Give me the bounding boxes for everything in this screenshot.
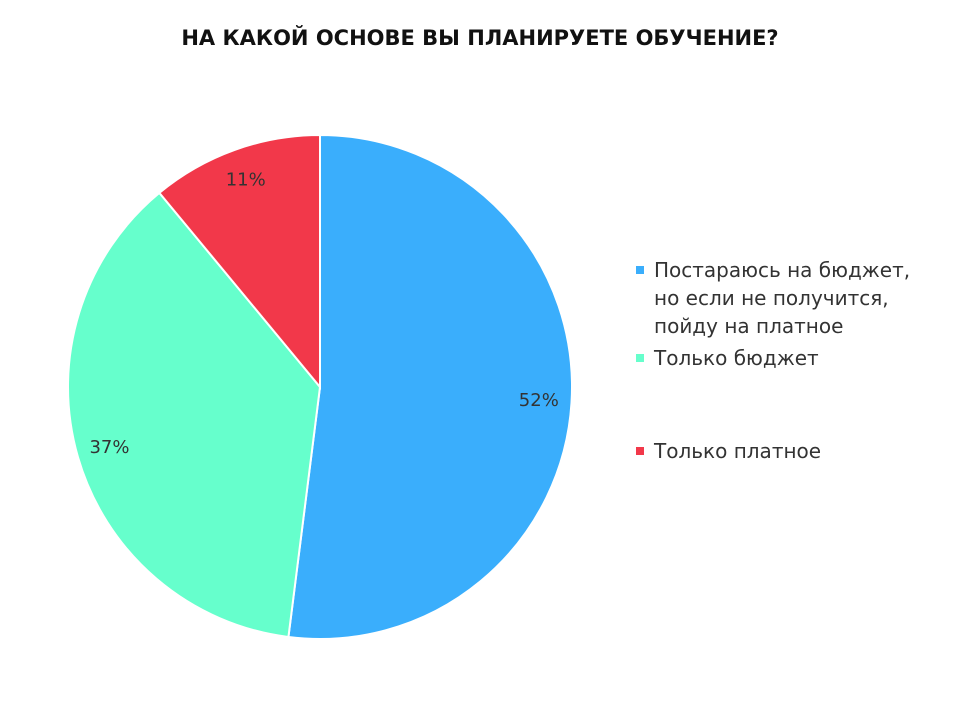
pie-slice xyxy=(157,133,321,390)
legend-swatch xyxy=(636,447,644,455)
legend-label: Только платное xyxy=(654,439,822,463)
pie-slice xyxy=(287,133,573,640)
legend-label: Постараюсь на бюджет, но если не получит… xyxy=(654,258,911,338)
legend-item: Только платное xyxy=(636,437,936,465)
legend-label: Только бюджет xyxy=(654,346,819,370)
legend-item: Постараюсь на бюджет, но если не получит… xyxy=(636,256,936,340)
legend-swatch xyxy=(636,266,644,274)
pie-slice xyxy=(67,191,322,639)
chart-title: НА КАКОЙ ОСНОВЕ ВЫ ПЛАНИРУЕТЕ ОБУЧЕНИЕ? xyxy=(181,26,779,50)
legend-swatch xyxy=(636,354,644,362)
legend-item: Только бюджет xyxy=(636,344,936,372)
data-label: 52% xyxy=(519,390,559,411)
data-label: 11% xyxy=(226,170,266,191)
data-label: 37% xyxy=(89,437,129,458)
